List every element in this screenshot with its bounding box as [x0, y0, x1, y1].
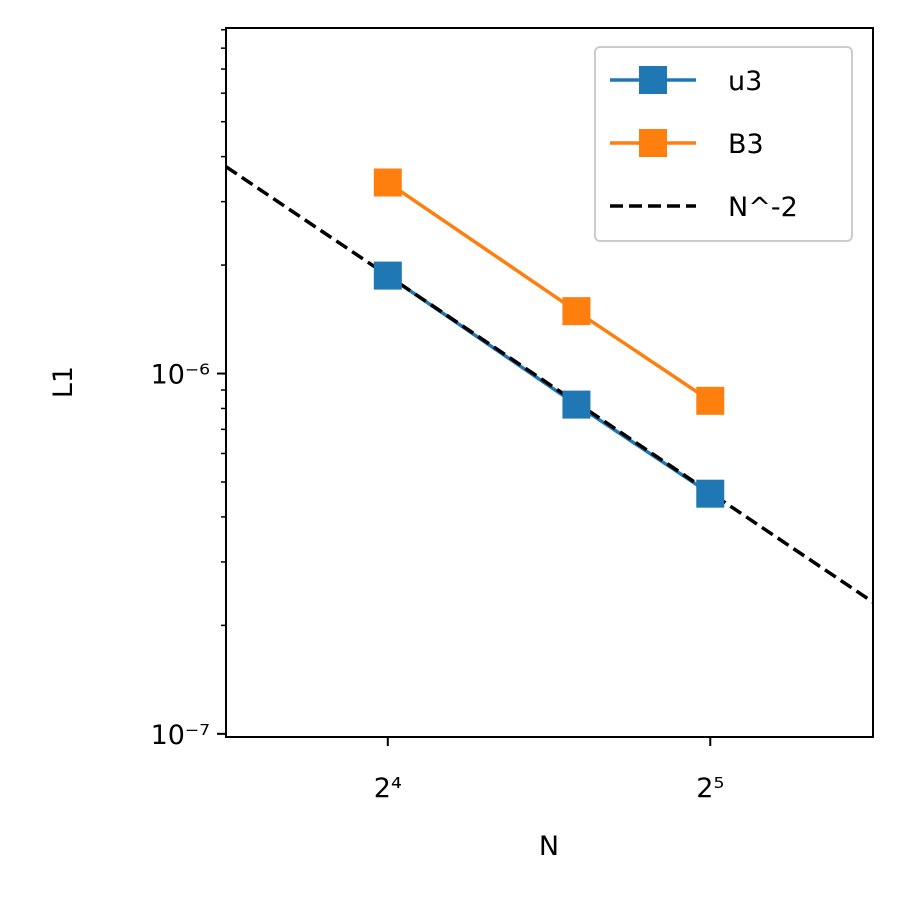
marker [562, 297, 591, 326]
marker [562, 390, 591, 419]
y-tick-label: 10⁻⁷ [151, 720, 210, 751]
legend-label: B3 [728, 129, 764, 160]
x-axis-label: N [539, 831, 559, 862]
legend-marker [639, 129, 667, 157]
x-tick-label: 2⁴ [374, 773, 402, 804]
x-tick-label: 2⁵ [696, 773, 724, 804]
marker [696, 479, 725, 508]
marker [373, 168, 402, 197]
legend-label: N^-2 [728, 192, 798, 223]
y-axis-label: L1 [48, 366, 79, 398]
legend-marker [639, 66, 667, 94]
legend-label: u3 [728, 66, 762, 97]
marker [373, 261, 402, 290]
series-line [226, 165, 873, 604]
legend-box [594, 46, 853, 242]
plot-frame [225, 27, 874, 738]
marker [696, 386, 725, 415]
y-tick-label: 10⁻⁶ [151, 360, 210, 391]
